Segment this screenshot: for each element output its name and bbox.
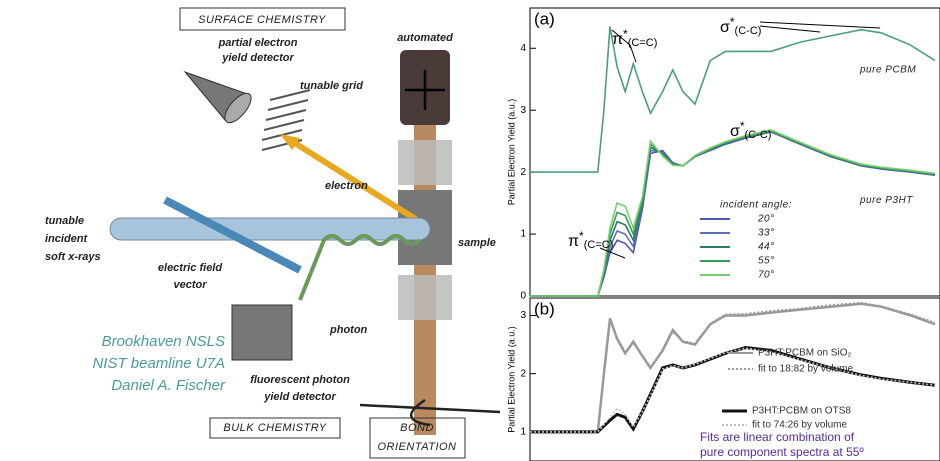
label: vector	[173, 279, 207, 291]
annotation-part: pure P3HT	[859, 195, 913, 206]
panel-label: (a)	[534, 9, 555, 28]
series-line	[530, 27, 935, 173]
fy-detector	[232, 305, 292, 360]
credit: Daniel A. Fischer	[111, 377, 226, 394]
y-tick-label: 2	[520, 368, 526, 379]
label: soft x-rays	[45, 251, 101, 263]
credit: NIST beamline U7A	[92, 355, 225, 372]
annotation-part: π	[612, 31, 623, 48]
legend-label: fit to 18:82 by volume	[758, 364, 853, 375]
series-line	[530, 348, 935, 432]
plate	[398, 275, 452, 320]
label: incident	[45, 233, 89, 245]
annotation-part: π	[568, 233, 579, 250]
xray-beam	[110, 218, 430, 240]
annotation-arrow	[760, 22, 880, 28]
annotation-part: (C-C)	[735, 25, 762, 37]
annotation-part: (C=C)	[584, 239, 614, 251]
y-tick-label: 2	[520, 167, 526, 178]
y-tick-label: 1	[520, 229, 526, 240]
plate	[398, 140, 452, 185]
label: SURFACE CHEMISTRY	[198, 14, 326, 26]
label: tunable grid	[300, 80, 363, 92]
series-line	[530, 132, 935, 296]
y-tick-label: 3	[520, 105, 526, 116]
series-line	[530, 348, 935, 432]
series-line	[530, 131, 935, 296]
label: sample	[458, 237, 496, 249]
legend-label: P3HT:PCBM on SiO₂	[758, 348, 851, 359]
note: Fits are linear combination of	[700, 430, 855, 444]
y-tick-label: 4	[520, 43, 526, 54]
figure: SURFACE CHEMISTRY partial electron yield…	[0, 0, 940, 461]
credit: Brookhaven NSLS	[102, 333, 225, 350]
series-label: pure PCBM	[859, 65, 916, 76]
series-line	[530, 131, 935, 296]
legend-label: 44°	[758, 242, 775, 253]
legend-label: P3HT:PCBM on OTS8	[752, 406, 851, 417]
annotation-part: σ	[730, 123, 740, 140]
y-axis-label: Partial Electron Yield (a.u.)	[506, 326, 516, 433]
series-line	[530, 132, 935, 296]
panel-label: (b)	[534, 299, 555, 318]
annotation: π*(C=C)	[568, 229, 613, 251]
annotation: σ*(C-C)	[730, 119, 771, 141]
label: electron	[325, 180, 368, 192]
annotation: pure P3HT	[859, 195, 913, 206]
series-line	[530, 304, 935, 432]
label: electric field	[158, 262, 222, 274]
series-line	[530, 303, 935, 432]
label: yield detector	[221, 52, 294, 64]
label: photon	[329, 324, 368, 336]
label: tunable	[45, 215, 84, 227]
annotation-part: σ	[720, 19, 730, 36]
annotation-part: (C-C)	[745, 129, 772, 141]
annotation-arrow	[760, 26, 820, 32]
legend-label: 70°	[758, 270, 775, 281]
legend-label: 20°	[757, 214, 775, 225]
schematic: SURFACE CHEMISTRY partial electron yield…	[45, 8, 500, 458]
y-axis-label: Partial Electron Yield (a.u.)	[506, 99, 516, 206]
annotation: σ*(C-C)	[720, 15, 761, 37]
y-tick-label: 1	[520, 427, 526, 438]
legend-title: incident angle:	[720, 200, 792, 211]
series-line	[530, 130, 935, 296]
note: pure component spectra at 55º	[700, 445, 864, 459]
label: BOND	[400, 422, 434, 434]
legend-label: 55°	[758, 256, 775, 267]
legend-label: 33°	[758, 228, 775, 239]
label: BULK CHEMISTRY	[223, 422, 326, 434]
y-tick-label: 0	[520, 291, 526, 302]
label: automated	[397, 32, 453, 44]
y-tick-label: 3	[520, 310, 526, 321]
label: yield detector	[263, 391, 336, 403]
annotation: π*(C=C)	[612, 27, 657, 49]
annotation-part: (C=C)	[628, 37, 658, 49]
label: ORIENTATION	[377, 441, 456, 453]
label: fluorescent photon	[250, 374, 350, 386]
legend-label: fit to 74:26 by volume	[752, 420, 847, 431]
label: partial electron	[218, 37, 298, 49]
